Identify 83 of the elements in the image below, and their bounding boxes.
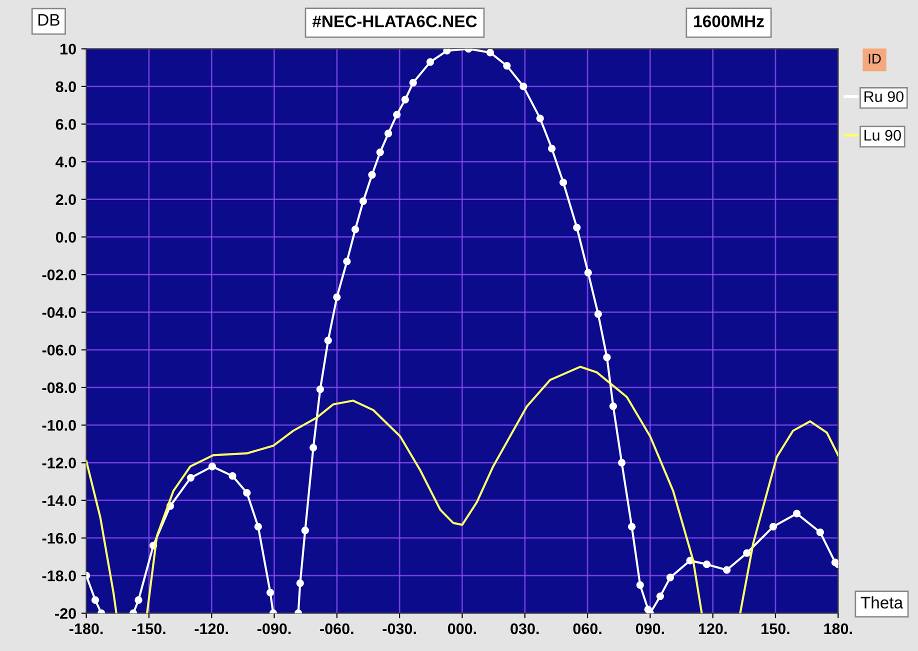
- x-tick-label: 060.: [573, 623, 602, 634]
- point: [368, 171, 376, 179]
- x-tick-label: -180.: [69, 623, 103, 634]
- point: [486, 48, 494, 56]
- point: [636, 581, 644, 589]
- point: [618, 458, 626, 467]
- y-tick-label: -02.0: [42, 269, 76, 280]
- x-tick-label: 180.: [824, 623, 852, 634]
- point: [301, 526, 309, 534]
- y-tick-label: -18.0: [42, 570, 76, 582]
- point: [296, 579, 304, 587]
- point: [520, 82, 528, 90]
- x-tick-label: -060.: [320, 623, 354, 634]
- y-tick-label: -14.0: [42, 495, 76, 506]
- chart-subtitle: 1600MHz: [694, 15, 764, 28]
- point: [443, 48, 451, 55]
- y-tick-label: 2.0: [56, 194, 76, 206]
- point: [91, 596, 100, 604]
- point: [316, 386, 324, 394]
- point: [254, 522, 262, 531]
- x-tick-label: -090.: [257, 623, 291, 634]
- point: [503, 62, 511, 70]
- point: [409, 78, 417, 87]
- y-tick-label: 0.0: [56, 232, 76, 243]
- x-tick-label: -120.: [194, 623, 228, 634]
- point: [656, 592, 664, 600]
- y-tick-label: 8.0: [56, 81, 76, 92]
- x-tick-label: -150.: [132, 623, 166, 634]
- x-tick-label: 150.: [762, 623, 790, 634]
- point: [186, 474, 195, 482]
- y-tick-label: -20: [55, 608, 76, 619]
- y-tick-label: -12.0: [42, 458, 76, 468]
- y-tick-label: 4.0: [56, 156, 76, 168]
- point: [743, 549, 751, 557]
- point: [573, 224, 581, 232]
- y-tick-label: -06.0: [42, 344, 76, 356]
- y-tick-label: -10.0: [42, 420, 76, 431]
- point: [584, 268, 592, 277]
- point: [426, 58, 434, 66]
- y-tick-label: -16.0: [42, 532, 76, 544]
- y-axis-title: DB: [38, 14, 60, 26]
- point: [134, 596, 142, 604]
- point: [666, 574, 674, 582]
- point: [792, 510, 801, 518]
- y-tick-label: -04.0: [42, 307, 76, 318]
- point: [266, 588, 274, 596]
- point: [628, 522, 636, 531]
- point: [536, 114, 544, 122]
- point: [769, 522, 778, 531]
- y-tick-label: -08.0: [42, 382, 76, 394]
- point: [384, 130, 392, 138]
- point: [603, 354, 611, 362]
- point: [376, 148, 384, 156]
- point: [393, 110, 401, 118]
- x-tick-label: 000.: [448, 623, 476, 634]
- point: [723, 566, 731, 574]
- x-tick-label: 090.: [636, 623, 664, 634]
- point: [208, 462, 216, 470]
- point: [228, 472, 236, 480]
- x-tick-label: -030.: [382, 623, 416, 634]
- legend-label: Ru 90: [864, 91, 904, 102]
- point: [594, 310, 602, 318]
- x-tick-label: 030.: [510, 623, 539, 634]
- point: [359, 197, 368, 206]
- chart-title: #NEC-HLATA6C.NEC: [312, 15, 477, 28]
- point: [702, 560, 711, 568]
- point: [559, 178, 568, 186]
- legend-title: ID: [868, 54, 881, 64]
- y-tick-label: 10: [60, 44, 76, 55]
- point: [309, 444, 318, 452]
- point: [324, 336, 332, 344]
- x-axis-title: Theta: [860, 596, 904, 609]
- point: [816, 528, 824, 536]
- x-tick-label: 120.: [698, 623, 727, 634]
- point: [548, 144, 556, 152]
- y-tick-label: 6.0: [56, 118, 76, 130]
- point: [333, 293, 341, 301]
- point: [401, 96, 410, 104]
- point: [609, 402, 618, 410]
- point: [343, 258, 351, 266]
- point: [351, 226, 360, 234]
- legend-label: Lu 90: [864, 130, 901, 141]
- point: [243, 489, 251, 497]
